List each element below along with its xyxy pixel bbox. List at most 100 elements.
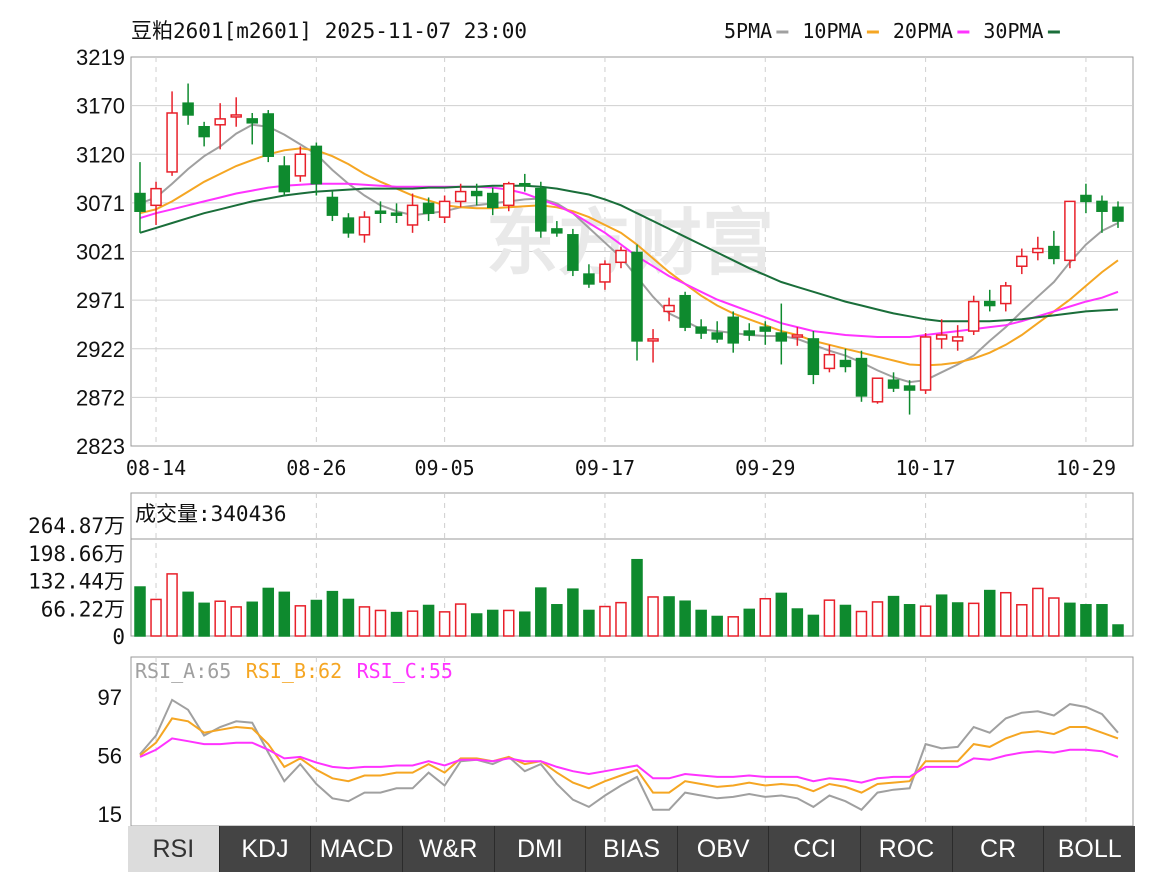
tab-kdj[interactable]: KDJ xyxy=(220,826,312,872)
volume-bar-down xyxy=(775,592,788,637)
volume-bar-up xyxy=(1032,587,1044,637)
candle-up xyxy=(1064,200,1076,262)
tab-roc[interactable]: ROC xyxy=(861,826,953,872)
volume-bar-down xyxy=(246,601,258,637)
volume-tick-label: 66.22万 xyxy=(41,597,125,621)
volume-bar-up xyxy=(406,610,419,637)
candle-up xyxy=(230,114,242,118)
candle-down xyxy=(342,217,355,234)
volume-bar-down xyxy=(567,588,579,637)
candle-down xyxy=(807,338,820,376)
candle-up xyxy=(438,200,451,218)
volume-bar-down xyxy=(278,591,291,637)
candle-up xyxy=(503,182,515,207)
volume-bar-down xyxy=(326,590,339,637)
volume-bar-down xyxy=(1096,604,1108,637)
candle-down xyxy=(551,228,563,234)
rsi-line-rsi_a xyxy=(139,698,1119,811)
tab-cci[interactable]: CCI xyxy=(769,826,862,872)
ma-line-5pma xyxy=(139,123,1119,384)
candle-down xyxy=(855,357,868,397)
tab-boll[interactable]: BOLL xyxy=(1057,834,1122,863)
tab-rsi[interactable]: RSI xyxy=(128,826,220,872)
candle-down xyxy=(983,300,996,307)
price-tick-label: 3120 xyxy=(76,142,125,167)
volume-bar-down xyxy=(583,609,595,637)
volume-bar-down xyxy=(535,587,547,637)
volume-bar-up xyxy=(214,600,226,637)
candle-down xyxy=(1048,245,1060,260)
volume-tick-label: 264.87万 xyxy=(28,514,125,538)
candle-up xyxy=(967,300,980,332)
candle-up xyxy=(935,334,948,340)
candle-down xyxy=(278,165,291,193)
candle-down xyxy=(262,113,275,157)
volume-bar-down xyxy=(470,613,483,637)
futures-chart: 东方财富 3219 3170 3120 3071 3021 2971 2922 2872 282… xyxy=(28,19,1134,826)
tab-macd[interactable]: MACD xyxy=(311,826,403,872)
ma-legend-label: 5PMA xyxy=(724,19,772,43)
candle-down xyxy=(390,212,403,216)
volume-tick-label: 198.66万 xyxy=(28,542,125,566)
price-tick-label: 3219 xyxy=(76,45,125,70)
volume-bar-down xyxy=(631,558,643,637)
candle-down xyxy=(535,187,547,232)
ma-legend-label: 10PMA xyxy=(802,19,862,43)
volume-bar-up xyxy=(230,606,242,637)
price-tick-label: 3021 xyxy=(76,240,125,265)
candle-up xyxy=(823,353,836,370)
date-tick-label: 09-29 xyxy=(735,456,795,480)
candle-down xyxy=(711,332,723,340)
volume-bar-down xyxy=(711,615,723,637)
volume-bar-down xyxy=(679,600,691,637)
rsi-tick-label: 97 xyxy=(98,685,122,710)
volume-bar-down xyxy=(791,608,804,637)
volume-bar-down xyxy=(743,608,755,637)
tab-obv[interactable]: OBV xyxy=(678,826,770,872)
volume-bar-down xyxy=(839,604,852,637)
volume-bar-down xyxy=(887,595,900,637)
price-tick-label: 3170 xyxy=(76,94,125,119)
volume-bar-up xyxy=(358,606,371,637)
tab-cr[interactable]: CR xyxy=(953,826,1045,872)
candle-up xyxy=(871,377,884,403)
date-tick-label: 10-29 xyxy=(1056,456,1116,480)
volume-bar-up xyxy=(454,603,467,637)
candle-up xyxy=(294,153,307,177)
candle-down xyxy=(903,385,916,391)
volume-bar-down xyxy=(134,586,146,637)
candle-down xyxy=(759,326,772,332)
candle-up xyxy=(1000,285,1012,305)
rsi-line-rsi_b xyxy=(139,717,1119,794)
volume-bar-down xyxy=(310,599,323,637)
ma-legend-label: 20PMA xyxy=(893,19,953,43)
volume-bar-up xyxy=(503,609,515,637)
volume-bar-down xyxy=(551,604,563,637)
volume-bar-down xyxy=(262,587,275,637)
tab-wr[interactable]: W&R xyxy=(403,826,495,872)
volume-bar-up xyxy=(823,599,836,637)
volume-bar-up xyxy=(1048,597,1060,637)
date-tick-label: 10-17 xyxy=(895,456,955,480)
candle-down xyxy=(486,192,499,209)
candle-down xyxy=(743,330,755,336)
volume-bar-down xyxy=(422,604,435,637)
candle-down xyxy=(134,192,146,212)
volume-bar-up xyxy=(166,573,178,637)
volume-bar-down xyxy=(342,598,355,637)
volume-bar-down xyxy=(198,602,210,637)
ma-line-20pma xyxy=(139,182,1119,338)
tab-dmi[interactable]: DMI xyxy=(495,826,587,872)
volume-bar-up xyxy=(150,598,162,637)
marks-layer xyxy=(134,83,1124,811)
price-tick-label: 2971 xyxy=(76,288,125,313)
volume-tick-label: 132.44万 xyxy=(28,570,125,594)
volume-bar-down xyxy=(182,591,194,637)
price-tick-label: 2922 xyxy=(76,337,125,362)
volume-tick-label: 0 xyxy=(112,625,125,649)
tab-bias[interactable]: BIAS xyxy=(586,826,678,872)
rsi-legend-label: RSI_B:62 xyxy=(246,659,342,683)
indicator-tabbar: RSI KDJ MACD W&R DMI BIAS OBV CCI ROC CR BOLL xyxy=(128,826,1135,872)
volume-bar-down xyxy=(1112,624,1124,637)
candle-down xyxy=(1080,194,1092,203)
